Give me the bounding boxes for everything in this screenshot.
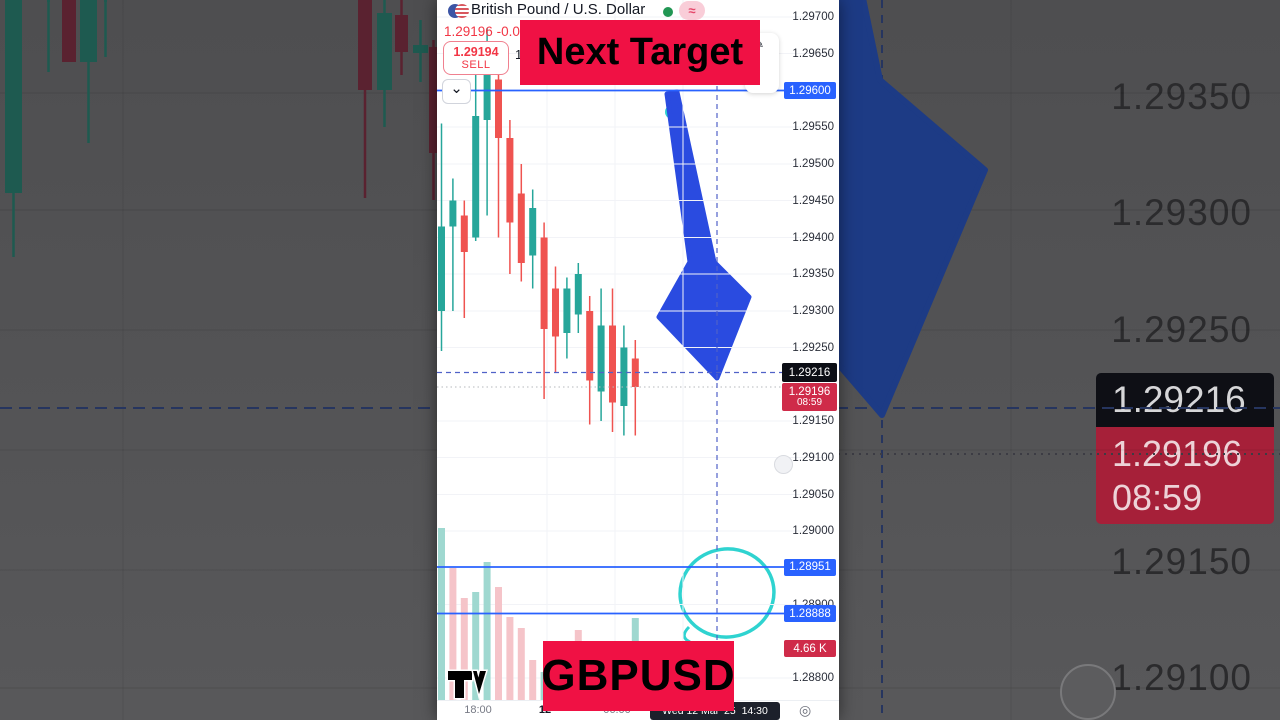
bg-candle-body [395, 15, 408, 52]
time-tick: 18:00 [464, 704, 492, 716]
level-price-badge: 1.28951 [784, 558, 836, 576]
level-price-badge: 1.29600 [784, 82, 836, 99]
volume-bar [495, 587, 502, 700]
price-tick: 1.29000 [792, 525, 834, 537]
tradingview-panel: British Pound / U.S. Dollar ≈ 1.29196 -0… [437, 0, 839, 720]
current-price-text: 1.29196 [444, 24, 493, 39]
price-tick: 1.29650 [792, 47, 834, 60]
candle-body [483, 68, 491, 120]
price-tick: 1.29500 [792, 158, 834, 170]
candle-body [540, 237, 548, 329]
volume-bar [517, 628, 525, 700]
candle-body [597, 325, 605, 392]
price-tick: 1.29700 [792, 11, 834, 23]
candle-body [574, 274, 582, 315]
bg-watermark-circle [1060, 664, 1116, 720]
candle-body [517, 193, 525, 263]
sell-button[interactable]: 1.29194 SELL [443, 41, 509, 75]
candle-body [563, 288, 571, 333]
price-tick: 1.29250 [792, 341, 834, 354]
candle-body [529, 208, 537, 256]
price-tick: 1.29100 [792, 451, 834, 464]
current-price-badge: 1.29196 08:59 [782, 382, 837, 411]
bg-candle-body [358, 0, 372, 90]
candlestick-chart [437, 0, 832, 700]
candle-body [438, 226, 445, 311]
bg-candle-body [47, 0, 50, 2]
axis-watermark-circle [774, 455, 793, 474]
price-tick: 1.29450 [792, 194, 834, 207]
price-tick: 1.28800 [792, 672, 834, 684]
candle-body [472, 116, 480, 238]
bg-candle-body [62, 0, 76, 62]
approx-badge[interactable]: ≈ [679, 1, 705, 20]
candle-body [552, 288, 559, 337]
candle-body [506, 138, 514, 223]
price-tick: 1.29550 [792, 121, 834, 133]
volume-bar [449, 568, 457, 700]
price-tick: 1.29350 [792, 268, 834, 280]
cyan-circle-tail [682, 625, 691, 644]
price-tick: 1.29400 [792, 231, 834, 244]
cyan-circle-annotation [678, 547, 776, 639]
price-change-row: 1.29196 -0.0 [444, 24, 520, 39]
chevron-down-icon: ⌄ [450, 80, 463, 97]
market-status-dot [663, 7, 673, 17]
price-tick: 1.29150 [792, 415, 834, 427]
buy-price-partial: 1 [515, 47, 523, 62]
volume-badge: 4.66 K [784, 640, 836, 657]
bg-candle-body [104, 0, 107, 2]
volume-bar [460, 598, 468, 700]
tradingview-logo-icon[interactable] [445, 666, 489, 702]
symbol-title: British Pound / U.S. Dollar [471, 1, 646, 18]
candle-body [449, 200, 457, 227]
candle-body [620, 347, 628, 406]
background-last-price-label: 1.29216 [1096, 373, 1274, 427]
level-price-badge: 1.28888 [784, 605, 836, 622]
candle-body [495, 79, 502, 138]
volume-bar [483, 562, 491, 700]
candle-body [586, 311, 594, 381]
next-target-banner: Next Target [520, 20, 760, 85]
bg-candle-body [5, 0, 22, 193]
bg-price-tick: 1.29250 [1111, 309, 1252, 350]
candle-body [460, 215, 468, 252]
collapse-chart-button[interactable]: ⌄ [442, 79, 471, 104]
candle-body [609, 325, 616, 403]
bg-candle-body [80, 0, 97, 62]
bg-price-tick: 1.29350 [1111, 76, 1252, 117]
volume-bar [506, 617, 514, 700]
bg-price-tick: 1.29100 [1111, 657, 1252, 698]
sell-label: SELL [461, 59, 491, 71]
volume-bar [529, 660, 537, 700]
bg-candle-body [429, 47, 438, 153]
volume-bar [472, 592, 480, 700]
down-arrow-annotation [656, 89, 752, 381]
background-current-price-label: 1.29196 08:59 [1096, 427, 1274, 524]
bg-price-tick: 1.29300 [1111, 192, 1252, 233]
bg-candle-body [377, 13, 392, 90]
last-price-badge: 1.29216 [782, 363, 837, 382]
price-tick: 1.29300 [792, 305, 834, 317]
bg-price-tick: 1.29150 [1111, 541, 1252, 582]
price-change-text: -0.0 [496, 24, 520, 39]
price-tick: 1.29050 [792, 488, 834, 501]
bg-candle-body [413, 45, 428, 53]
realtime-icon[interactable]: ◎ [799, 702, 812, 718]
gbpusd-flag-icon [447, 3, 471, 19]
sell-price: 1.29194 [453, 45, 499, 59]
symbol-banner: GBPUSD [541, 641, 735, 711]
